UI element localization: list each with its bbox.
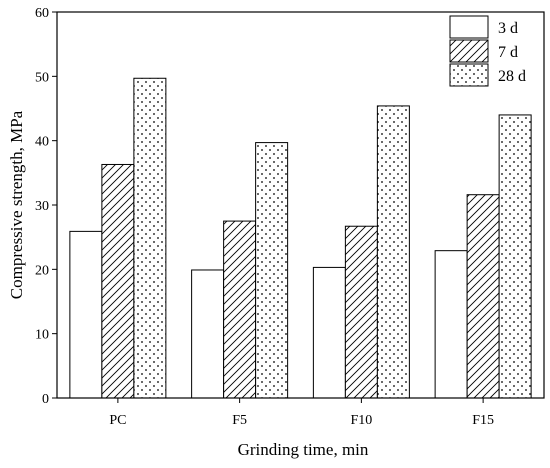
y-tick-label: 10 [35, 328, 49, 343]
x-tick-label: F10 [350, 413, 372, 428]
legend-swatch-3d [449, 15, 489, 39]
x-tick-label: F15 [472, 413, 494, 428]
y-axis-title: Compressive strength, MPa [7, 110, 26, 299]
bar-pc-7d [101, 163, 135, 399]
bar-f15-3d [434, 250, 468, 399]
legend-swatch-28d [449, 63, 489, 87]
y-tick-label: 0 [42, 392, 49, 407]
bar-f10-3d [312, 266, 346, 399]
bar-f10-28d [376, 105, 410, 399]
legend-label: 3 d [498, 20, 518, 37]
y-tick-label: 20 [35, 263, 49, 278]
bars-layer [69, 77, 532, 399]
bar-pc-3d [69, 230, 103, 399]
bar-f10-7d [344, 225, 378, 399]
legend-label: 7 d [498, 44, 518, 61]
bar-f5-3d [191, 269, 225, 399]
x-tick-label: PC [109, 413, 126, 428]
legend-label: 28 d [498, 68, 526, 85]
bar-f5-28d [255, 142, 289, 399]
bar-f15-28d [498, 114, 532, 399]
y-tick-label: 60 [35, 6, 49, 21]
y-tick-label: 30 [35, 199, 49, 214]
y-tick-label: 50 [35, 70, 49, 85]
legend: 3 d 7 d 28 d [449, 15, 526, 87]
x-axis-title: Grinding time, min [238, 440, 369, 459]
bar-pc-28d [133, 77, 167, 399]
legend-swatch-7d [449, 39, 489, 63]
y-tick-label: 40 [35, 135, 49, 150]
bar-f15-7d [466, 194, 500, 399]
axes-layer: PC F5 F10 F15 0 10 20 30 40 50 60 [35, 6, 545, 428]
x-tick-label: F5 [232, 413, 247, 428]
bar-f5-7d [223, 220, 257, 399]
